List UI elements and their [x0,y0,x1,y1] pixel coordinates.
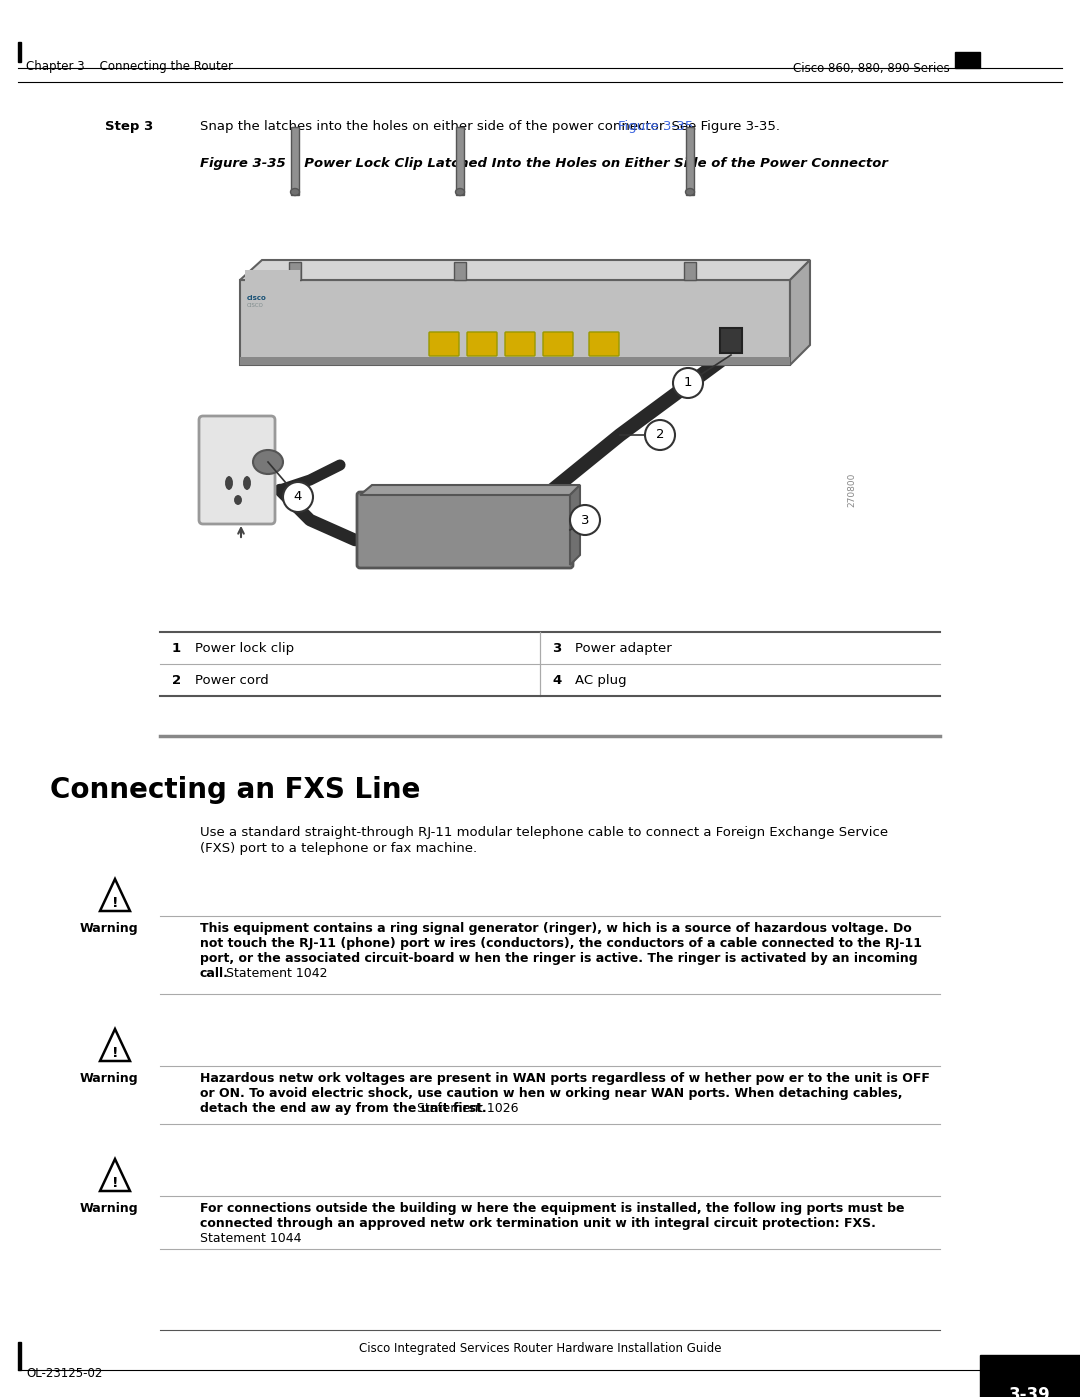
Text: cisco: cisco [247,295,267,300]
Text: call.: call. [200,967,229,981]
Bar [18,1343,21,1370]
Text: 3: 3 [581,514,590,527]
Text: Chapter 3    Connecting the Router: Chapter 3 Connecting the Router [26,60,233,73]
FancyBboxPatch shape [589,332,619,356]
Text: Statement 1042: Statement 1042 [227,967,328,981]
Circle shape [570,504,600,535]
Text: CISCO: CISCO [247,303,264,307]
Ellipse shape [226,476,232,489]
Text: Power cord: Power cord [195,673,269,687]
Circle shape [673,367,703,398]
Text: Figure 3-35    Power Lock Clip Latched Into the Holes on Either Side of the Powe: Figure 3-35 Power Lock Clip Latched Into… [200,156,888,170]
Text: OL-23125-02: OL-23125-02 [26,1368,103,1380]
Ellipse shape [243,476,251,489]
Text: For connections outside the building w here the equipment is installed, the foll: For connections outside the building w h… [200,1201,905,1215]
Ellipse shape [253,450,283,474]
Text: Figure 3-35: Figure 3-35 [619,120,693,133]
Text: 4: 4 [552,673,562,687]
Ellipse shape [234,496,242,504]
Text: !: ! [111,895,118,909]
FancyBboxPatch shape [357,492,573,569]
Text: port, or the associated circuit-board w hen the ringer is active. The ringer is : port, or the associated circuit-board w … [200,951,918,965]
Text: AC plug: AC plug [575,673,626,687]
Polygon shape [789,260,810,365]
Ellipse shape [686,189,694,196]
Text: connected through an approved netw ork termination unit w ith integral circuit p: connected through an approved netw ork t… [200,1217,876,1229]
Text: Step 3: Step 3 [105,120,153,133]
Polygon shape [100,1160,130,1192]
Text: This equipment contains a ring signal generator (ringer), w hich is a source of : This equipment contains a ring signal ge… [200,922,912,935]
Text: Connecting an FXS Line: Connecting an FXS Line [50,775,420,805]
Bar [955,52,980,68]
FancyBboxPatch shape [429,332,459,356]
Text: !: ! [111,1046,118,1060]
Text: Use a standard straight-through RJ-11 modular telephone cable to connect a Forei: Use a standard straight-through RJ-11 mo… [200,826,888,840]
Bar [684,263,696,279]
Text: !: ! [111,1176,118,1190]
Bar [289,263,301,279]
Text: Statement 1044: Statement 1044 [200,1232,301,1245]
Text: Power adapter: Power adapter [575,643,672,655]
Bar [720,328,742,353]
Text: not touch the RJ-11 (phone) port w ires (conductors), the conductors of a cable : not touch the RJ-11 (phone) port w ires … [200,937,922,950]
Text: 1: 1 [172,643,181,655]
Bar [454,263,465,279]
Text: Cisco Integrated Services Router Hardware Installation Guide: Cisco Integrated Services Router Hardwar… [359,1343,721,1355]
Text: Statement 1026: Statement 1026 [417,1102,518,1115]
Bar [291,127,299,196]
FancyBboxPatch shape [467,332,497,356]
Text: Warning: Warning [80,922,138,935]
Bar [686,127,694,196]
Circle shape [283,482,313,511]
Text: Hazardous netw ork voltages are present in WAN ports regardless of w hether pow : Hazardous netw ork voltages are present … [200,1071,930,1085]
Text: Warning: Warning [80,1071,138,1085]
Text: Cisco 860, 880, 890 Series: Cisco 860, 880, 890 Series [793,61,950,75]
Text: Power lock clip: Power lock clip [195,643,294,655]
Text: 1: 1 [684,377,692,390]
FancyBboxPatch shape [505,332,535,356]
Bar [240,358,789,365]
Polygon shape [100,879,130,911]
Polygon shape [570,485,580,564]
Text: 3: 3 [552,643,562,655]
FancyBboxPatch shape [199,416,275,524]
Bar [245,270,300,292]
Polygon shape [240,260,810,279]
Ellipse shape [456,189,464,196]
Bar [18,42,21,61]
Bar [980,1355,1080,1397]
Polygon shape [100,1030,130,1060]
Bar [456,127,464,196]
Text: detach the end aw ay from the unit first.: detach the end aw ay from the unit first… [200,1102,487,1115]
Text: 2: 2 [656,429,664,441]
Text: Snap the latches into the holes on either side of the power connector. See Figur: Snap the latches into the holes on eithe… [200,120,780,133]
Bar [240,279,789,365]
Text: (FXS) port to a telephone or fax machine.: (FXS) port to a telephone or fax machine… [200,842,477,855]
Text: 3-39: 3-39 [1009,1386,1051,1397]
Circle shape [645,420,675,450]
Ellipse shape [291,189,299,196]
Text: 270800: 270800 [848,472,856,507]
Polygon shape [360,485,580,495]
Text: or ON. To avoid electric shock, use caution w hen w orking near WAN ports. When : or ON. To avoid electric shock, use caut… [200,1087,903,1099]
Text: 4: 4 [294,490,302,503]
Text: 2: 2 [172,673,181,687]
FancyBboxPatch shape [543,332,573,356]
Text: Warning: Warning [80,1201,138,1215]
